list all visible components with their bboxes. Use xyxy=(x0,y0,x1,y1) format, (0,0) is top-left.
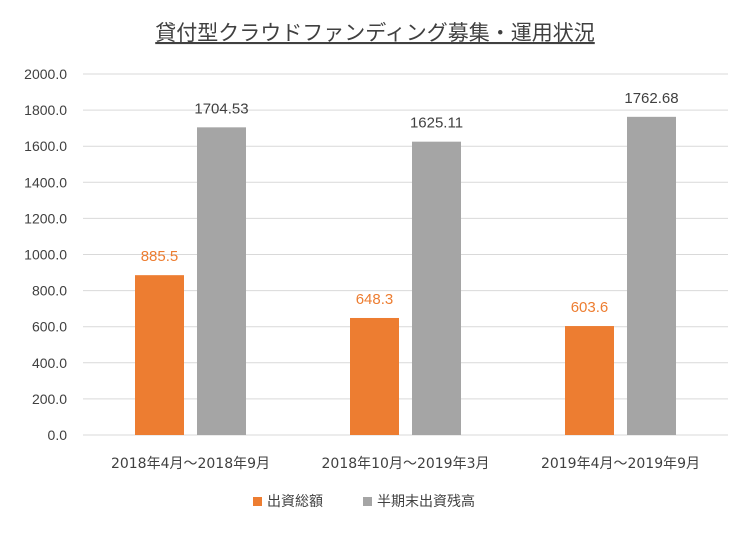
data-label: 885.5 xyxy=(141,248,179,265)
legend-swatch xyxy=(363,497,372,506)
x-category-label: 2018年10月～2019年3月 xyxy=(322,456,490,472)
y-tick-label: 0.0 xyxy=(48,427,68,443)
bars xyxy=(135,116,676,436)
y-tick-label: 1200.0 xyxy=(24,210,67,226)
y-tick-label: 1800.0 xyxy=(24,102,67,118)
bar-total-investment xyxy=(565,326,614,435)
data-label: 648.3 xyxy=(356,291,394,308)
y-tick-label: 400.0 xyxy=(32,355,67,371)
y-tick-label: 2000.0 xyxy=(24,66,67,82)
y-tick-label: 1000.0 xyxy=(24,247,67,263)
legend-label: 半期末出資残高 xyxy=(377,493,475,510)
legend-label: 出資総額 xyxy=(267,494,323,510)
y-tick-label: 1600.0 xyxy=(24,138,67,154)
gridlines xyxy=(83,73,728,436)
y-tick-label: 600.0 xyxy=(32,319,67,335)
bar-total-investment xyxy=(135,275,184,435)
y-axis: 0.0 200.0 400.0 600.0 800.0 1000.0 1200.0 1400.… xyxy=(24,66,67,443)
chart-title: 貸付型クラウドファンディング募集・運用状況 xyxy=(155,21,595,45)
y-tick-label: 200.0 xyxy=(32,391,67,407)
bar-total-investment xyxy=(350,317,399,435)
bar-balance xyxy=(197,127,246,435)
legend: 出資総額 半期末出資残高 xyxy=(253,493,475,510)
bar-balance xyxy=(412,141,461,435)
y-tick-label: 800.0 xyxy=(32,283,67,299)
bar-balance xyxy=(627,116,676,436)
data-label: 1704.53 xyxy=(194,100,248,117)
data-labels: 885.5 1704.53 648.3 1625.11 603.6 1762.68 xyxy=(141,90,679,316)
x-category-label: 2019年4月～2019年9月 xyxy=(541,456,700,472)
x-axis: 2018年4月～2018年9月 2018年10月～2019年3月 2019年4月～2… xyxy=(111,456,700,472)
legend-swatch xyxy=(253,497,262,506)
x-category-label: 2018年4月～2018年9月 xyxy=(111,456,270,472)
data-label: 1625.11 xyxy=(410,115,463,132)
y-tick-label: 1400.0 xyxy=(24,174,67,190)
data-label: 1762.68 xyxy=(624,90,678,107)
data-label: 603.6 xyxy=(571,299,609,316)
